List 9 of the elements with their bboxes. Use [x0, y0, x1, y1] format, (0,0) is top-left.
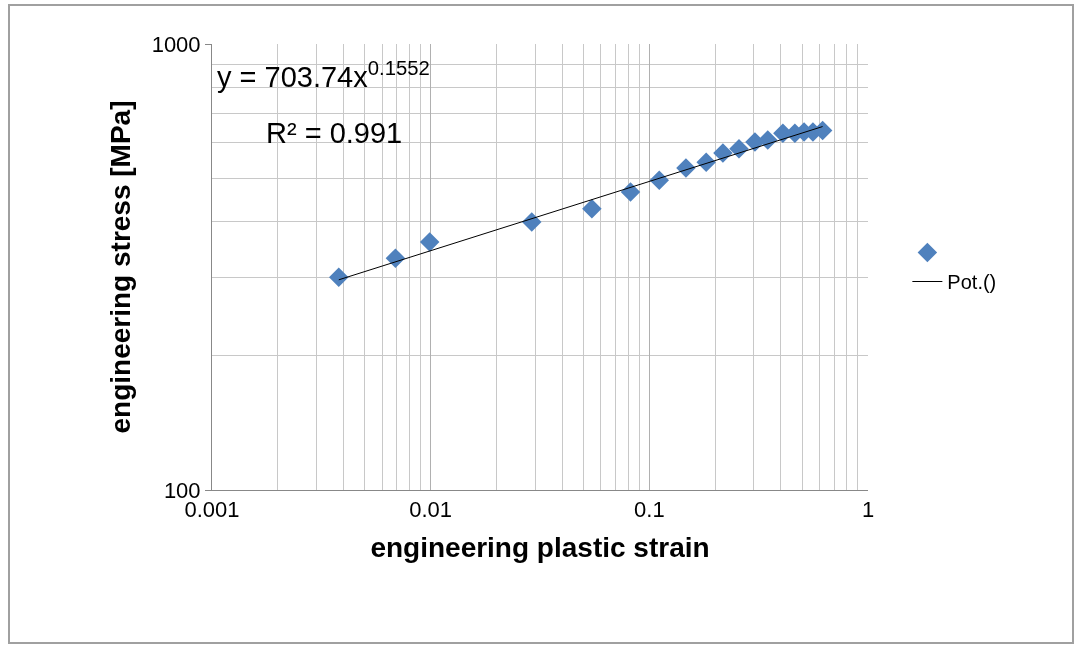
legend-label: Pot.()	[947, 271, 997, 294]
y-axis-title: engineering stress [MPa]	[105, 100, 137, 434]
annotation: y = 703.74x$^{0.1552}$	[217, 57, 430, 94]
y-tick-label: 1000	[151, 31, 201, 57]
x-tick-label: 1	[861, 497, 875, 523]
x-axis-title: engineering plastic strain	[370, 531, 710, 563]
x-tick-label: 0.01	[409, 497, 453, 523]
annotation: R² = 0.991	[266, 117, 403, 149]
x-tick-label: 0.1	[634, 497, 665, 523]
